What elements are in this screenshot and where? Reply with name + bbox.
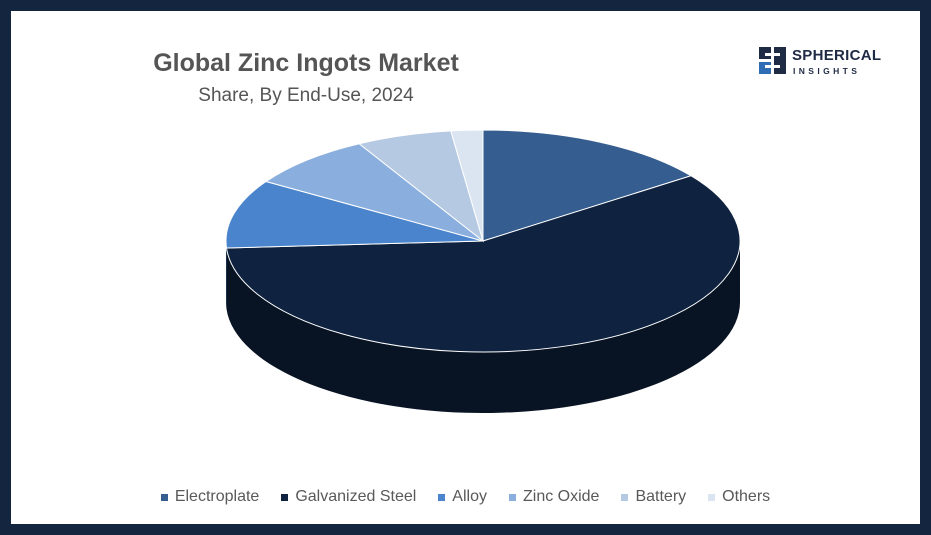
chart-legend: Electroplate Galvanized Steel Alloy Zinc Ox… [11, 488, 920, 506]
legend-label: Zinc Oxide [522, 488, 600, 505]
legend-item-others: Others [708, 488, 770, 506]
pie-slice-zinc-oxide [264, 143, 484, 242]
pie-side-alloy [226, 241, 227, 309]
chart-subtitle: Share, By End-Use, 2024 [198, 85, 414, 106]
legend-swatch [508, 493, 516, 501]
legend-swatch [708, 493, 716, 501]
legend-swatch [621, 493, 629, 501]
legend-item-zinc-oxide: Zinc Oxide [508, 488, 600, 506]
pie-slice-electroplate [482, 129, 693, 242]
logo-mark-icon [759, 47, 786, 74]
legend-label: Electroplate [174, 488, 260, 505]
legend-swatch [281, 493, 289, 501]
legend-item-battery: Battery [621, 488, 686, 506]
legend-label: Battery [635, 488, 687, 505]
chart-card: Global Zinc Ingots Market Share, By End-… [11, 11, 920, 524]
legend-item-electroplate: Electroplate [160, 488, 260, 506]
chart-title: Global Zinc Ingots Market [153, 49, 459, 77]
logo-text-top: SPHERICAL [792, 47, 882, 64]
legend-swatch [160, 493, 168, 501]
legend-swatch [438, 493, 446, 501]
pie-chart [225, 129, 741, 414]
pie-side-galvanized-steel [226, 241, 740, 414]
pie-slice-alloy [225, 180, 484, 249]
legend-label: Galvanized Steel [295, 488, 417, 505]
legend-item-alloy: Alloy [438, 488, 487, 506]
logo-text-bottom: INSIGHTS [793, 66, 861, 76]
spherical-insights-logo: SPHERICAL INSIGHTS [759, 47, 889, 89]
pie-slice-galvanized-steel [225, 175, 741, 353]
legend-item-galvanized-steel: Galvanized Steel [281, 488, 416, 506]
pie-slice-others [450, 129, 484, 242]
legend-label: Alloy [452, 488, 487, 505]
legend-label: Others [722, 488, 771, 505]
